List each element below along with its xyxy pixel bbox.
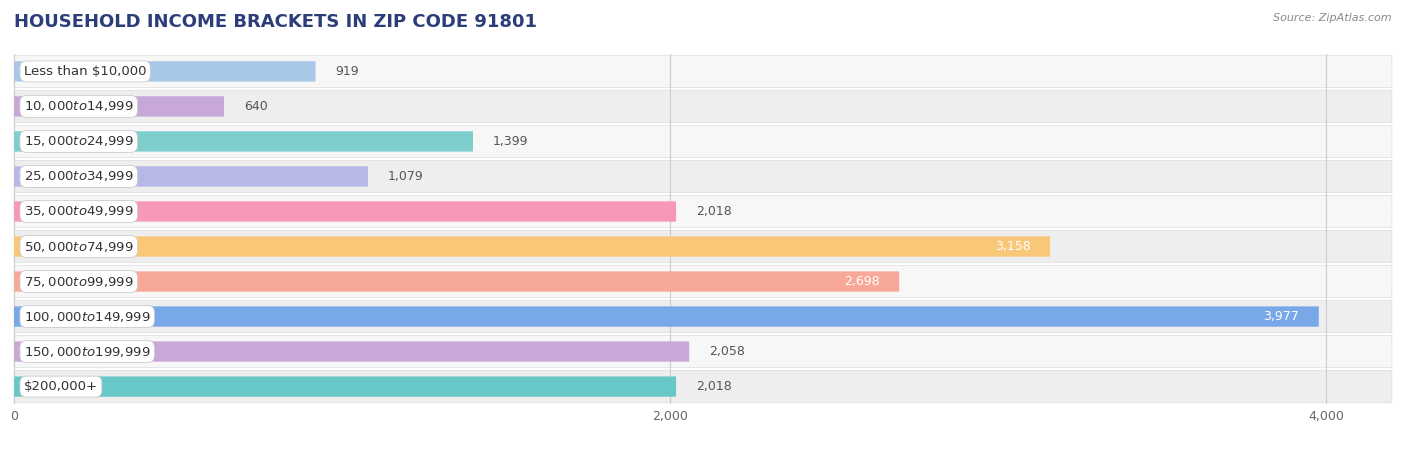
Text: 919: 919 xyxy=(335,65,359,78)
FancyBboxPatch shape xyxy=(14,61,315,82)
Text: 1,079: 1,079 xyxy=(388,170,423,183)
Text: $35,000 to $49,999: $35,000 to $49,999 xyxy=(24,204,134,219)
FancyBboxPatch shape xyxy=(14,236,1050,257)
FancyBboxPatch shape xyxy=(14,306,1319,327)
Text: $75,000 to $99,999: $75,000 to $99,999 xyxy=(24,274,134,289)
FancyBboxPatch shape xyxy=(14,90,1392,123)
FancyBboxPatch shape xyxy=(14,125,1392,158)
Text: 640: 640 xyxy=(243,100,267,113)
Text: Source: ZipAtlas.com: Source: ZipAtlas.com xyxy=(1274,13,1392,23)
Text: $25,000 to $34,999: $25,000 to $34,999 xyxy=(24,169,134,184)
Text: $200,000+: $200,000+ xyxy=(24,380,98,393)
Text: 3,158: 3,158 xyxy=(994,240,1031,253)
FancyBboxPatch shape xyxy=(14,166,368,187)
FancyBboxPatch shape xyxy=(14,376,676,397)
Text: $10,000 to $14,999: $10,000 to $14,999 xyxy=(24,99,134,114)
FancyBboxPatch shape xyxy=(14,195,1392,228)
FancyBboxPatch shape xyxy=(14,96,224,117)
FancyBboxPatch shape xyxy=(14,160,1392,193)
Text: $15,000 to $24,999: $15,000 to $24,999 xyxy=(24,134,134,149)
Text: 2,018: 2,018 xyxy=(696,205,731,218)
Text: 2,018: 2,018 xyxy=(696,380,731,393)
Text: $100,000 to $149,999: $100,000 to $149,999 xyxy=(24,309,150,324)
FancyBboxPatch shape xyxy=(14,271,900,292)
FancyBboxPatch shape xyxy=(14,131,472,152)
FancyBboxPatch shape xyxy=(14,300,1392,333)
FancyBboxPatch shape xyxy=(14,55,1392,88)
Text: 1,399: 1,399 xyxy=(492,135,529,148)
Text: 3,977: 3,977 xyxy=(1264,310,1299,323)
FancyBboxPatch shape xyxy=(14,370,1392,403)
FancyBboxPatch shape xyxy=(14,201,676,222)
FancyBboxPatch shape xyxy=(14,335,1392,368)
FancyBboxPatch shape xyxy=(14,265,1392,298)
FancyBboxPatch shape xyxy=(14,230,1392,263)
FancyBboxPatch shape xyxy=(14,341,689,362)
Text: HOUSEHOLD INCOME BRACKETS IN ZIP CODE 91801: HOUSEHOLD INCOME BRACKETS IN ZIP CODE 91… xyxy=(14,13,537,31)
Text: Less than $10,000: Less than $10,000 xyxy=(24,65,146,78)
Text: 2,698: 2,698 xyxy=(844,275,880,288)
Text: 2,058: 2,058 xyxy=(709,345,745,358)
Text: $50,000 to $74,999: $50,000 to $74,999 xyxy=(24,239,134,254)
Text: $150,000 to $199,999: $150,000 to $199,999 xyxy=(24,344,150,359)
